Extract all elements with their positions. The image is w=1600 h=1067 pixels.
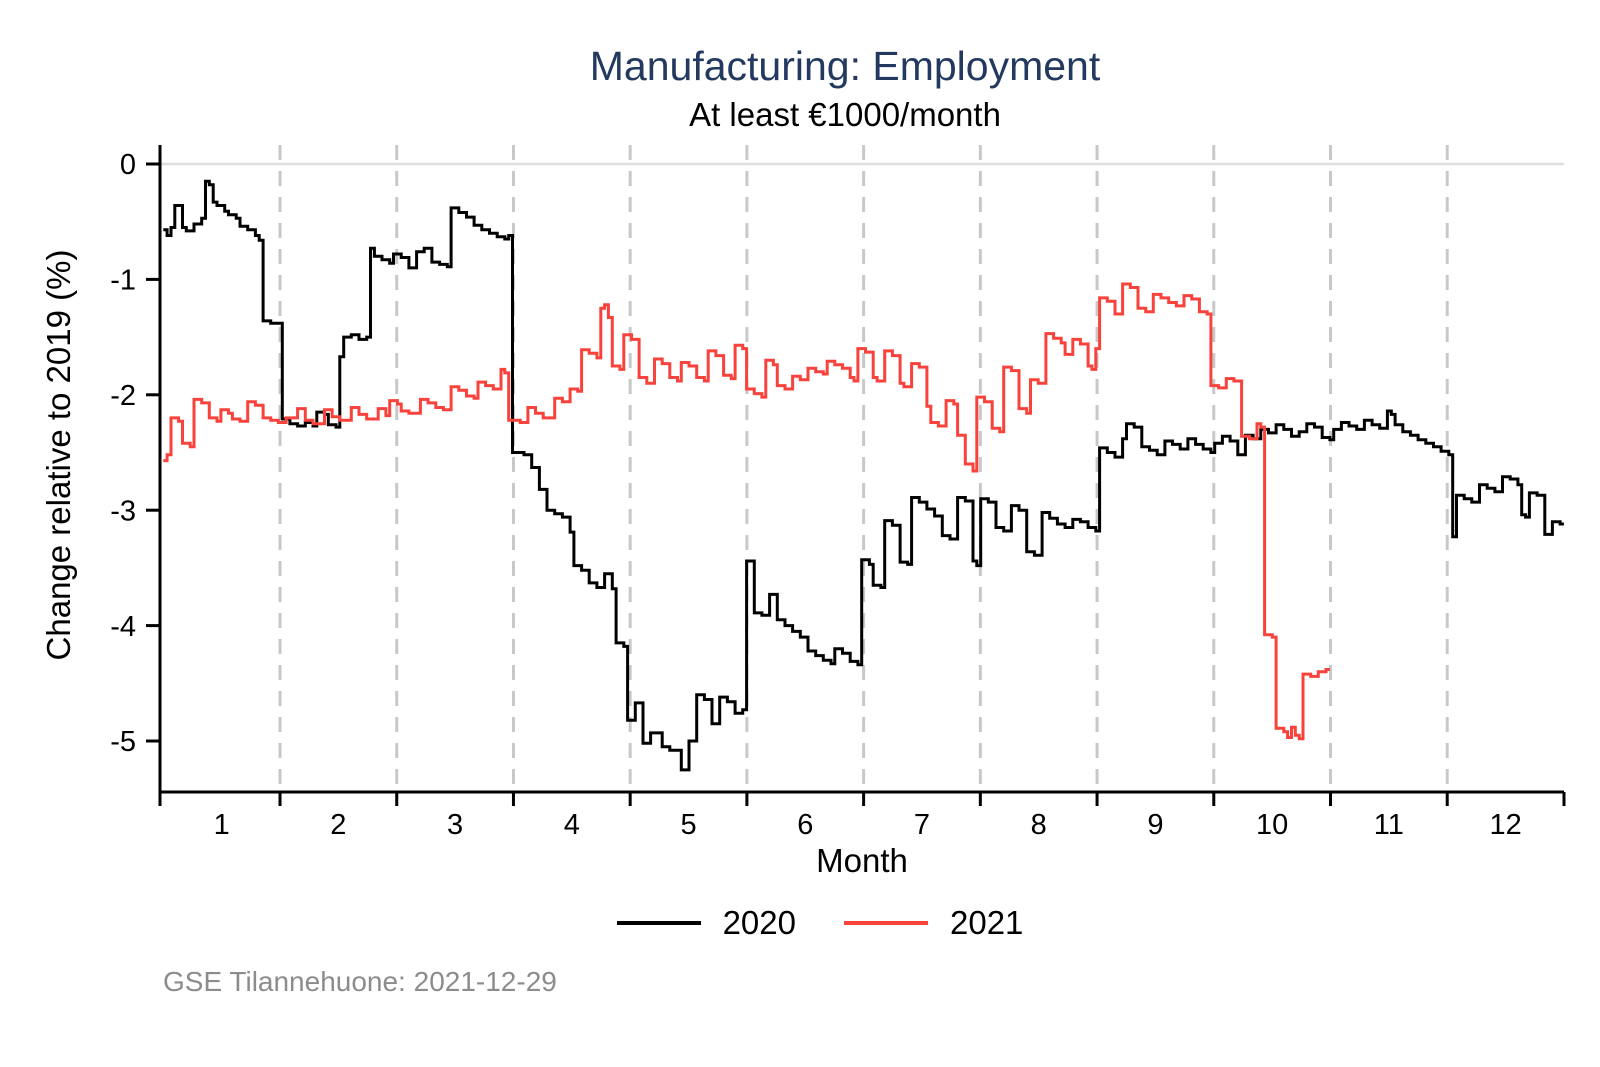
legend-line-swatch (616, 921, 701, 925)
x-tick-label: 7 (914, 809, 930, 841)
legend-label: 2021 (950, 904, 1024, 941)
series-line-2021 (163, 282, 1330, 741)
x-tick-label: 8 (1031, 809, 1047, 841)
legend-item-2020: 2020 (616, 904, 796, 942)
x-tick-label: 3 (447, 809, 463, 841)
legend: 2020 2021 (20, 897, 1600, 949)
series-line-2020 (163, 179, 1564, 772)
legend-item-2021: 2021 (844, 904, 1023, 942)
chart-title: Manufacturing: Employment (589, 43, 1101, 89)
y-tick-label: -5 (110, 726, 136, 758)
y-tick-label: -3 (110, 495, 136, 527)
x-tick-label: 6 (797, 809, 813, 841)
y-tick-label: -2 (110, 380, 136, 412)
chart-subtitle: At least €1000/month (689, 96, 1001, 133)
y-axis-title: Change relative to 2019 (%) (40, 250, 77, 661)
legend-line-swatch (844, 921, 928, 925)
y-tick-label: -1 (110, 265, 136, 297)
x-tick-label: 4 (564, 809, 580, 841)
x-axis-title: Month (816, 842, 908, 879)
x-tick-label: 9 (1147, 809, 1163, 841)
x-tick-label: 11 (1374, 809, 1404, 841)
y-tick-label: -4 (110, 611, 136, 643)
x-tick-label: 12 (1489, 809, 1521, 841)
x-tick-label: 1 (214, 809, 230, 841)
source-note: GSE Tilannehuone: 2021-12-29 (163, 966, 557, 997)
y-tick-label: 0 (120, 149, 136, 181)
x-tick-label: 2 (330, 809, 346, 841)
x-tick-label: 5 (680, 809, 696, 841)
legend-label: 2020 (722, 904, 796, 941)
x-tick-label: 10 (1256, 809, 1288, 841)
